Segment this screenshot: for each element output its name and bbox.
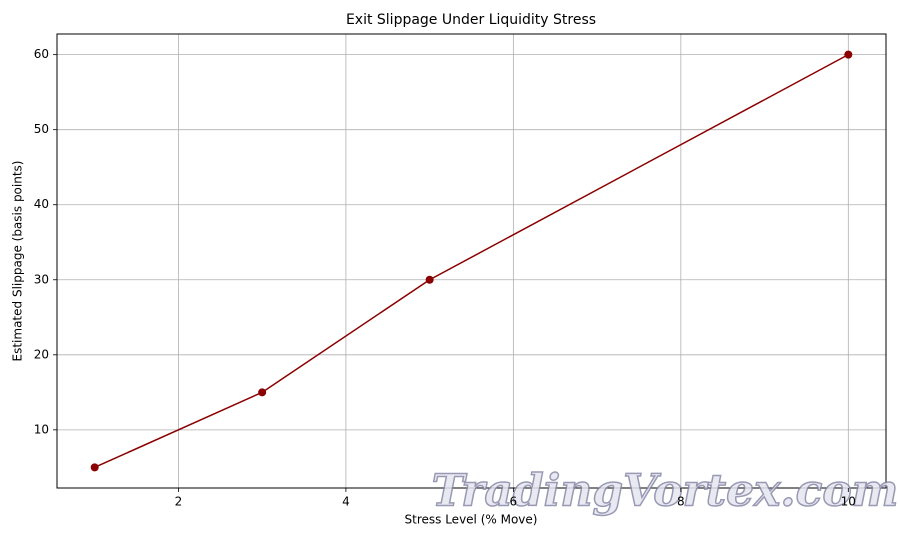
y-axis-label: Estimated Slippage (basis points) (11, 161, 25, 362)
y-tick-label: 50 (34, 122, 49, 136)
y-tick-label: 10 (34, 422, 49, 436)
x-tick-label: 2 (175, 495, 183, 509)
series-line (94, 53, 849, 469)
chart-title: Exit Slippage Under Liquidity Stress (346, 12, 596, 28)
plot-frame (56, 33, 887, 489)
x-tick-label: 10 (841, 495, 856, 509)
point (90, 463, 99, 472)
y-tick-label: 60 (34, 47, 49, 61)
marks (90, 50, 853, 472)
y-tick-label: 30 (34, 272, 49, 286)
point (425, 275, 434, 284)
x-tick-label: 6 (510, 495, 518, 509)
watermark: TradingVortex.com (432, 466, 899, 517)
y-tick-label: 40 (34, 197, 49, 211)
x-axis-label: Stress Level (% Move) (405, 513, 538, 527)
x-tick-label: 8 (677, 495, 685, 509)
point (844, 50, 853, 59)
point (258, 388, 267, 397)
y-tick-label: 20 (34, 347, 49, 361)
x-tick-label: 4 (342, 495, 350, 509)
grid (57, 34, 886, 488)
